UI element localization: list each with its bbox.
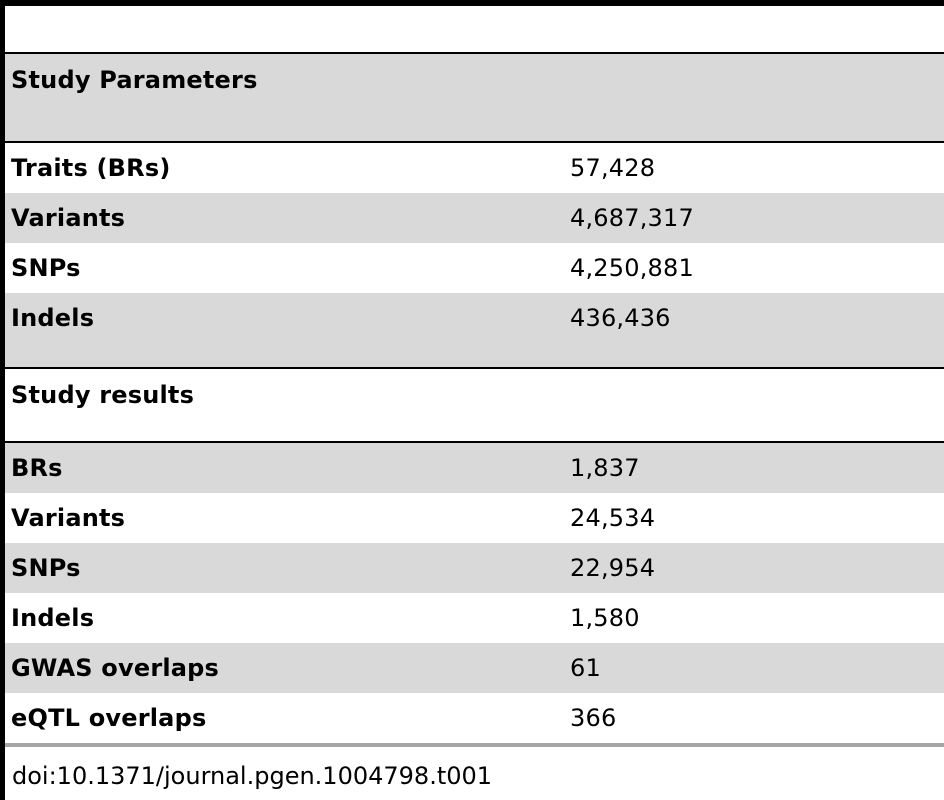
- section-header-study-parameters: Study Parameters: [5, 54, 944, 117]
- section-rule: [5, 441, 944, 443]
- row-value: 57,428: [570, 154, 656, 182]
- row-value: 436,436: [570, 304, 671, 332]
- table-row: GWAS overlaps 61: [5, 643, 944, 693]
- row-value: 366: [570, 704, 617, 732]
- table-header-row: [5, 6, 944, 52]
- data-table: Study Parameters Traits (BRs) 57,428 Var…: [5, 6, 944, 747]
- table-top-rule: [0, 0, 944, 6]
- row-label: GWAS overlaps: [11, 654, 220, 682]
- row-value: 61: [570, 654, 601, 682]
- row-value: 4,687,317: [570, 204, 694, 232]
- table-row: Indels 1,580: [5, 593, 944, 643]
- table-row: Traits (BRs) 57,428: [5, 143, 944, 193]
- table-row: eQTL overlaps 366: [5, 693, 944, 743]
- table-row: Indels 436,436: [5, 293, 944, 343]
- section-spacer: [5, 429, 944, 441]
- row-value: 22,954: [570, 554, 656, 582]
- table-row: Variants 24,534: [5, 493, 944, 543]
- row-label: Indels: [11, 604, 95, 632]
- row-label: eQTL overlaps: [11, 704, 207, 732]
- header-rule: [5, 52, 944, 54]
- row-value: 1,837: [570, 454, 640, 482]
- doi-caption: doi:10.1371/journal.pgen.1004798.t001: [12, 762, 493, 790]
- section-spacer: [5, 343, 944, 367]
- row-value: 1,580: [570, 604, 640, 632]
- section-spacer: [5, 117, 944, 141]
- table-row: Variants 4,687,317: [5, 193, 944, 243]
- row-label: Indels: [11, 304, 95, 332]
- section-rule: [5, 367, 944, 369]
- section-header-study-results: Study results: [5, 369, 944, 429]
- row-label: BRs: [11, 454, 63, 482]
- row-value: 4,250,881: [570, 254, 694, 282]
- row-label: Variants: [11, 504, 126, 532]
- table-bottom-rule: [5, 743, 944, 747]
- left-border: [0, 0, 5, 800]
- section-rule: [5, 141, 944, 143]
- section-title: Study results: [11, 381, 195, 409]
- row-label: SNPs: [11, 554, 81, 582]
- row-label: Traits (BRs): [11, 154, 171, 182]
- table-row: BRs 1,837: [5, 443, 944, 493]
- row-value: 24,534: [570, 504, 656, 532]
- section-title: Study Parameters: [11, 66, 258, 94]
- table-row: SNPs 4,250,881: [5, 243, 944, 293]
- table-row: SNPs 22,954: [5, 543, 944, 593]
- row-label: Variants: [11, 204, 126, 232]
- row-label: SNPs: [11, 254, 81, 282]
